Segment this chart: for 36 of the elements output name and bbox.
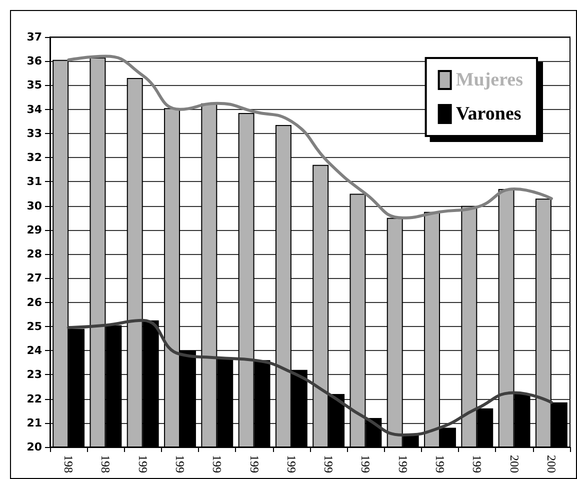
y-tick-label: 30 [26,199,42,212]
legend-label: Varones [456,104,522,124]
x-tick-label: 199 [433,455,447,473]
y-tick-label: 29 [26,223,42,236]
y-tick-label: 31 [26,175,42,188]
x-tick-label: 199 [284,455,298,473]
y-tick-label: 35 [26,78,42,92]
line-series [67,54,553,220]
x-tick-label: 199 [173,455,187,473]
y-tick-label: 26 [26,296,42,309]
x-tick-label: 199 [136,455,150,473]
x-tick-label: 200 [544,455,558,473]
y-tick-label: 28 [26,248,42,261]
x-tick-label: 200 [507,455,522,473]
y-tick-label: 32 [26,151,42,164]
x-tick-label: 199 [210,455,224,473]
legend-label: Mujeres [456,70,524,90]
y-tick-label: 27 [26,272,42,285]
x-tick-label: 198 [98,455,113,473]
y-tick-label: 24 [26,344,42,358]
y-tick-label: 36 [26,54,42,68]
line-series [67,318,553,436]
y-tick-label: 21 [26,416,42,430]
x-tick-label: 199 [358,455,373,473]
y-tick-label: 33 [26,126,42,140]
y-tick-label: 25 [26,320,42,333]
x-tick-label: 199 [247,455,262,473]
x-tick-label: 199 [470,455,484,473]
x-tick-label: 199 [396,455,410,473]
y-tick-label: 22 [26,392,42,406]
y-tick-label: 20 [26,440,42,454]
y-tick-label: 34 [26,102,42,116]
x-tick-label: 199 [322,455,336,473]
x-tick-label: 198 [62,455,76,473]
y-tick-label: 37 [26,30,42,44]
y-tick-label: 23 [26,368,42,382]
